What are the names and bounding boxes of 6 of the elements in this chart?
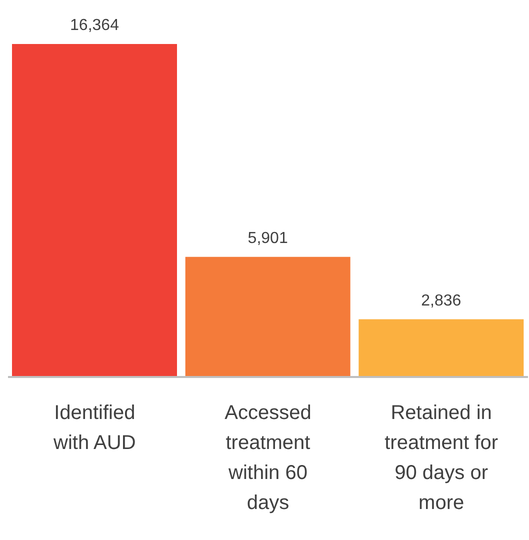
data-label: 5,901 (248, 230, 288, 247)
x-tick-label: Accessed treatment within 60 days (224, 402, 312, 514)
data-label: 16,364 (70, 17, 120, 34)
x-tick-label: Retained in treatment for 90 days or more (384, 402, 498, 514)
x-tick-label: Identified with AUD (52, 402, 136, 454)
data-label: 2,836 (421, 292, 462, 310)
